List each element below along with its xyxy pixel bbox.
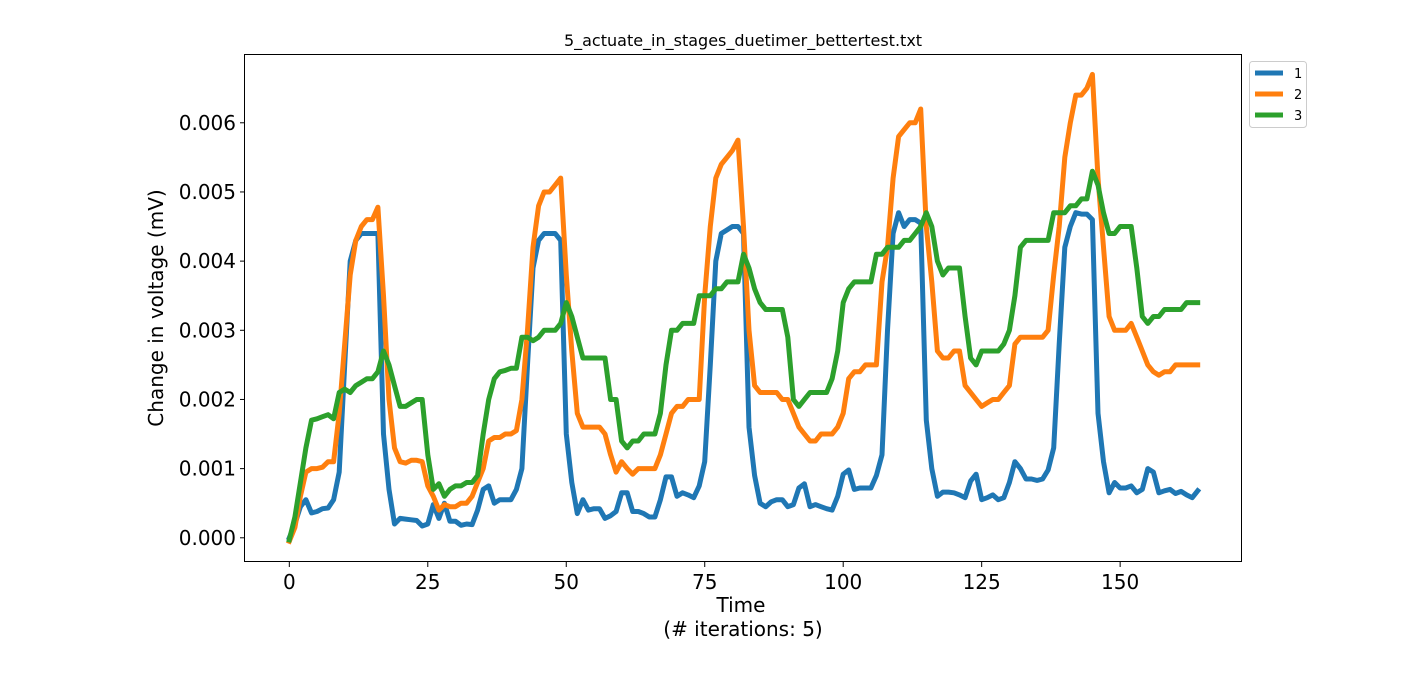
legend-label-2: 2 <box>1294 88 1302 103</box>
legend-label-1: 1 <box>1294 67 1302 82</box>
x-tick-label: 75 <box>692 570 717 594</box>
plot-frame <box>244 54 1242 562</box>
legend-label-3: 3 <box>1294 109 1302 124</box>
series-line-2 <box>286 71 1201 545</box>
x-axis-label: Time <box>716 593 766 617</box>
y-tick-label: 0.005 <box>179 180 236 204</box>
y-axis-label: Change in voltage (mV) <box>144 189 168 426</box>
y-tick-label: 0.003 <box>179 318 236 342</box>
x-axis-sublabel: (# iterations: 5) <box>663 617 822 641</box>
y-axis: 0.000 0.001 0.002 0.003 0.004 0.005 0.006 <box>179 111 245 550</box>
y-tick-label: 0.004 <box>179 249 236 273</box>
series-line-3 <box>286 168 1201 543</box>
x-tick-label: 150 <box>1101 570 1139 594</box>
series-layer <box>286 71 1202 545</box>
y-tick-label: 0.000 <box>179 526 236 550</box>
x-tick-label: 0 <box>283 570 296 594</box>
x-tick-label: 25 <box>415 570 440 594</box>
x-tick-label: 100 <box>824 570 862 594</box>
legend: 1 2 3 <box>1249 61 1307 128</box>
x-tick-label: 125 <box>963 570 1001 594</box>
y-tick-label: 0.006 <box>179 111 236 135</box>
x-tick-label: 50 <box>554 570 579 594</box>
chart-title: 5_actuate_in_stages_duetimer_bettertest.… <box>564 31 922 51</box>
y-tick-label: 0.001 <box>179 457 236 481</box>
y-tick-label: 0.002 <box>179 387 236 411</box>
x-axis: 0 25 50 75 100 125 150 <box>283 562 1139 594</box>
